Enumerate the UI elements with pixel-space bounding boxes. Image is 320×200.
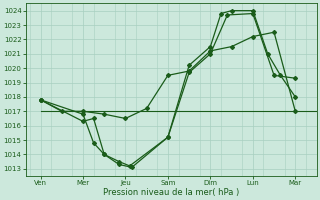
X-axis label: Pression niveau de la mer( hPa ): Pression niveau de la mer( hPa ) xyxy=(103,188,239,197)
